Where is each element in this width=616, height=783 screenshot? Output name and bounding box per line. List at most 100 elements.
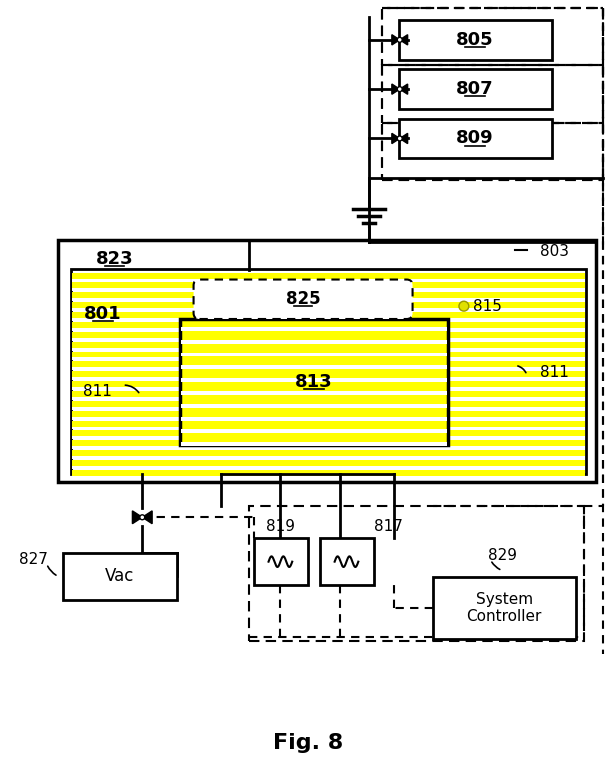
Bar xyxy=(72,460,585,466)
Bar xyxy=(72,407,585,410)
Bar xyxy=(72,397,585,400)
Bar xyxy=(180,340,447,344)
Bar xyxy=(72,411,585,417)
Bar xyxy=(72,302,585,309)
Polygon shape xyxy=(400,133,408,143)
Bar xyxy=(180,430,447,434)
Bar xyxy=(72,279,585,282)
Bar xyxy=(433,577,577,639)
Bar xyxy=(72,470,585,476)
Text: 801: 801 xyxy=(84,305,121,323)
Bar xyxy=(399,119,552,158)
Bar xyxy=(72,309,585,311)
Bar xyxy=(72,348,585,351)
Polygon shape xyxy=(132,511,142,524)
Bar xyxy=(180,352,447,356)
Bar xyxy=(180,366,447,370)
Bar xyxy=(72,387,585,390)
Text: 829: 829 xyxy=(487,548,517,563)
Polygon shape xyxy=(392,34,400,45)
Bar xyxy=(72,417,585,420)
Bar xyxy=(382,123,603,180)
Circle shape xyxy=(397,38,402,42)
Bar xyxy=(72,450,585,456)
Bar xyxy=(399,70,552,109)
Bar xyxy=(72,371,585,377)
Bar xyxy=(72,298,585,301)
FancyBboxPatch shape xyxy=(193,280,413,319)
Bar xyxy=(382,123,603,180)
Bar xyxy=(72,466,585,469)
Text: System
Controller: System Controller xyxy=(467,592,542,624)
Bar xyxy=(71,269,586,474)
Text: 827: 827 xyxy=(19,552,48,567)
Polygon shape xyxy=(400,84,408,94)
Bar xyxy=(72,377,585,381)
Bar xyxy=(59,240,596,482)
Circle shape xyxy=(459,301,469,311)
Bar xyxy=(180,378,447,382)
Text: 809: 809 xyxy=(456,129,493,147)
Text: 803: 803 xyxy=(540,244,569,259)
Circle shape xyxy=(140,514,145,520)
Bar xyxy=(72,401,585,407)
Bar xyxy=(72,431,585,436)
Polygon shape xyxy=(392,84,400,94)
Bar xyxy=(254,538,308,586)
Bar xyxy=(382,9,603,66)
Bar xyxy=(180,391,447,395)
Bar xyxy=(72,362,585,367)
Bar xyxy=(72,446,585,449)
Bar xyxy=(72,440,585,446)
Text: 819: 819 xyxy=(266,518,295,534)
Bar xyxy=(72,288,585,291)
Circle shape xyxy=(397,87,402,92)
Text: Vac: Vac xyxy=(105,568,134,586)
Bar xyxy=(72,352,585,358)
Bar xyxy=(72,436,585,439)
Text: 811: 811 xyxy=(83,384,112,399)
Bar xyxy=(72,427,585,430)
Bar xyxy=(180,319,448,446)
Text: 813: 813 xyxy=(295,373,333,392)
Bar xyxy=(72,318,585,321)
Text: Fig. 8: Fig. 8 xyxy=(273,733,343,753)
Bar xyxy=(72,367,585,370)
Bar xyxy=(72,341,585,348)
Bar xyxy=(72,337,585,341)
Text: 815: 815 xyxy=(472,298,501,314)
Bar xyxy=(72,332,585,337)
Bar xyxy=(72,322,585,328)
Text: 807: 807 xyxy=(456,80,493,98)
Bar xyxy=(320,538,374,586)
Circle shape xyxy=(397,136,402,141)
Text: 811: 811 xyxy=(540,365,569,380)
Bar xyxy=(399,20,552,60)
Bar xyxy=(72,292,585,298)
Bar xyxy=(72,328,585,331)
Bar xyxy=(72,456,585,459)
Polygon shape xyxy=(142,511,152,524)
Text: 825: 825 xyxy=(286,290,320,309)
Polygon shape xyxy=(392,133,400,143)
Bar xyxy=(72,381,585,387)
Polygon shape xyxy=(400,34,408,45)
Bar xyxy=(180,327,447,331)
Bar xyxy=(180,417,447,420)
Bar xyxy=(72,272,585,279)
Bar xyxy=(382,9,603,66)
Text: 805: 805 xyxy=(456,31,493,49)
Bar xyxy=(382,66,603,123)
Bar xyxy=(72,476,585,478)
Bar xyxy=(72,420,585,427)
Bar xyxy=(249,507,584,640)
Bar xyxy=(72,358,585,360)
Bar xyxy=(72,391,585,397)
Bar xyxy=(72,283,585,288)
Text: 823: 823 xyxy=(96,250,134,268)
Bar xyxy=(63,553,177,600)
Text: 817: 817 xyxy=(374,518,403,534)
Bar xyxy=(382,66,603,123)
Bar xyxy=(180,404,447,408)
Bar xyxy=(72,312,585,318)
